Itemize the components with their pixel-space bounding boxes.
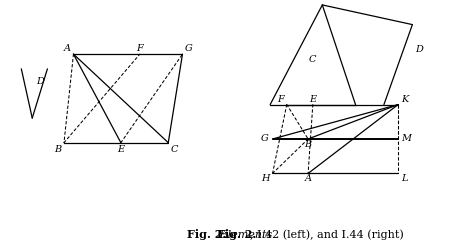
Text: F: F	[277, 95, 284, 104]
Text: C: C	[309, 55, 317, 63]
Text: Fig. 2.: Fig. 2.	[187, 230, 227, 240]
Text: G: G	[184, 44, 192, 53]
Text: E: E	[309, 95, 317, 104]
Text: B: B	[304, 140, 312, 149]
Text: F: F	[137, 44, 143, 53]
Text: A: A	[64, 44, 70, 53]
Text: B: B	[54, 145, 62, 154]
Text: K: K	[401, 95, 409, 104]
Text: M: M	[401, 135, 411, 143]
Text: A: A	[305, 174, 311, 183]
Text: C: C	[170, 145, 178, 154]
Text: D: D	[416, 45, 423, 54]
Text: Elements: Elements	[216, 230, 272, 240]
Text: D: D	[36, 77, 44, 86]
Text: Fig. 2.: Fig. 2.	[218, 230, 256, 240]
Text: G: G	[261, 135, 269, 143]
Text: L: L	[401, 174, 408, 183]
Text: , I.42 (left), and I.44 (right): , I.42 (left), and I.44 (right)	[250, 230, 403, 240]
Text: H: H	[261, 174, 269, 183]
Text: E: E	[117, 145, 125, 154]
